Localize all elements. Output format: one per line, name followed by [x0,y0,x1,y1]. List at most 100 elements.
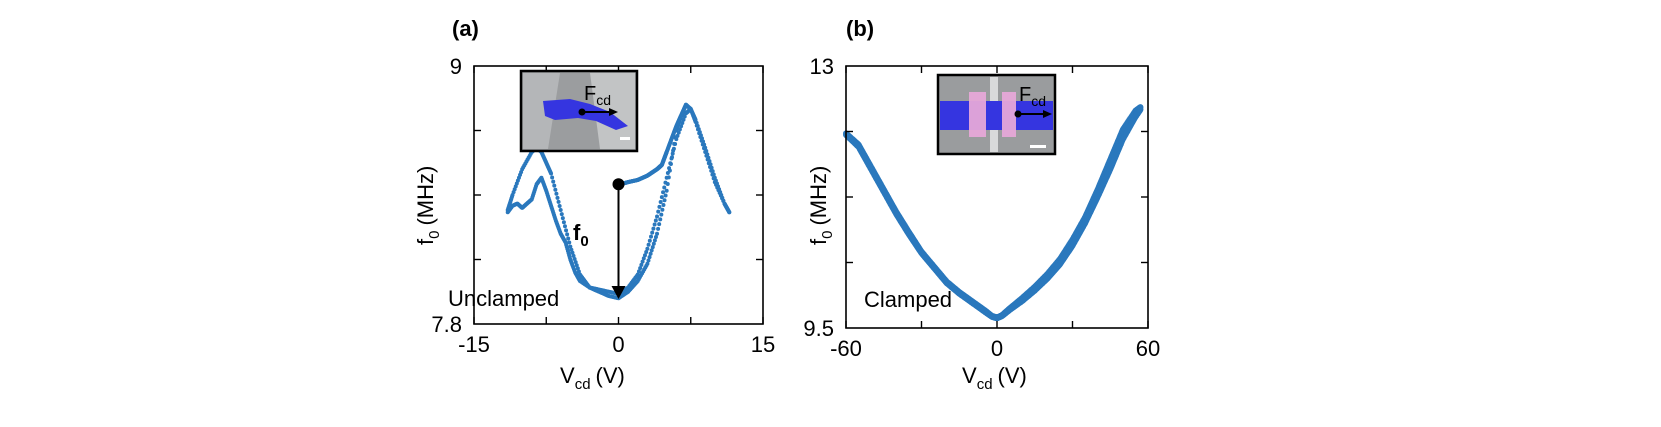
data-point [652,222,657,227]
panel-b-ylabel-sub: 0 [819,231,836,239]
data-point [727,210,732,215]
data-point [645,261,650,266]
data-point [711,176,716,181]
data-point [661,190,666,195]
panel-a-label: (a) [452,16,479,41]
data-point [663,180,668,185]
panel-a-ylabel-sub: 0 [426,231,443,239]
data-point [699,138,704,143]
data-point [574,263,579,268]
x-tick-label: 0 [991,336,1003,361]
data-point [683,102,688,107]
data-point [705,157,710,162]
data-point [647,238,652,243]
f0-arrow-start-dot [612,178,625,191]
inset-a-scale-bar [620,137,630,140]
data-point [662,185,667,190]
data-point [554,191,559,196]
panel-b-label: (b) [846,16,874,41]
inset-a-flake [543,99,628,130]
data-point [676,130,681,135]
data-point [662,198,667,203]
data-point [694,123,699,128]
data-point [670,151,675,156]
data-point [644,249,649,254]
data-point [677,127,682,132]
data-point [564,228,569,233]
panel-a-ylabel: f0 (MHz) [413,166,443,245]
data-point [565,232,570,237]
inset-a-left-electrode [523,73,560,149]
data-point [675,133,680,138]
x-tick-label: -60 [830,336,862,361]
data-point [698,134,703,139]
data-point [655,214,660,219]
data-point [655,231,660,236]
data-point [658,217,663,222]
data-point [651,226,656,231]
f0-arrow-label-sub: 0 [580,233,588,250]
data-point [641,256,646,261]
y-tick-label: 9.5 [803,316,834,341]
inset-b-force-sub: cd [1031,93,1046,109]
data-point [649,248,654,253]
panel-a-xlabel-main: V [560,363,575,388]
data-point [695,127,700,132]
data-point [657,204,662,209]
data-point [710,172,715,177]
x-tick-label: -15 [458,332,490,357]
data-point [700,142,705,147]
data-point [680,120,685,125]
data-point [572,257,577,262]
data-point [709,168,714,173]
data-point [650,230,655,235]
inset-b-force-arrow-head [1043,110,1052,118]
data-point [658,199,663,204]
y-tick-label: 7.8 [431,312,462,337]
panel-a-xlabel-sub: cd [575,376,591,393]
panel-a-xlabel-unit: (V) [596,363,625,388]
inset-a-force-arrow-head [609,108,618,116]
data-point [664,175,669,180]
data-point [660,207,665,212]
unclamped-annotation: Unclamped [448,286,559,311]
panel-b: (b) -60 0 609.513 Clamped Fcd Vcd (V) f0(MH… [803,16,1160,393]
panel-b-ylabel: f0 (MHz) [806,166,836,245]
inset-a-force-label: Fcd [584,83,611,108]
panel-a-ylabel-unit: (MHz) [413,166,438,226]
data-point [645,246,650,251]
data-point [697,131,702,136]
data-point [566,236,571,241]
f0-arrow-label: f0 [573,220,589,250]
panel-a-xlabel: Vcd (V) [560,363,625,393]
data-point [653,218,658,223]
inset-a-force-main: F [584,83,596,105]
f0-arrow-label-main: f [573,220,581,245]
data-point [667,166,672,171]
data-point [708,165,713,170]
data-point [560,216,565,221]
data-point [562,224,567,229]
panel-a-ylabel-main: f [413,238,438,245]
data-point [674,137,679,142]
inset-b-clamp-left [969,92,986,137]
panel-a-ticks: -15 0 15 7.8 9 [431,54,775,357]
data-point [656,226,661,231]
data-point [640,259,645,264]
panel-b-inset-micrograph: Fcd [936,73,1057,156]
data-point [646,258,651,263]
data-point [556,199,561,204]
panel-b-ylabel-main: f [806,238,831,245]
clamped-annotation: Clamped [864,287,952,312]
data-point [653,235,658,240]
inset-b-scale-bar [1030,145,1046,148]
data-point [568,244,573,249]
inset-b-force-label: Fcd [1019,84,1046,109]
data-point [639,262,644,267]
panel-b-data-points [843,104,1144,322]
data-point [549,171,554,176]
data-point [647,255,652,260]
data-point [659,195,664,200]
data-point [559,212,564,217]
data-point [569,247,574,252]
